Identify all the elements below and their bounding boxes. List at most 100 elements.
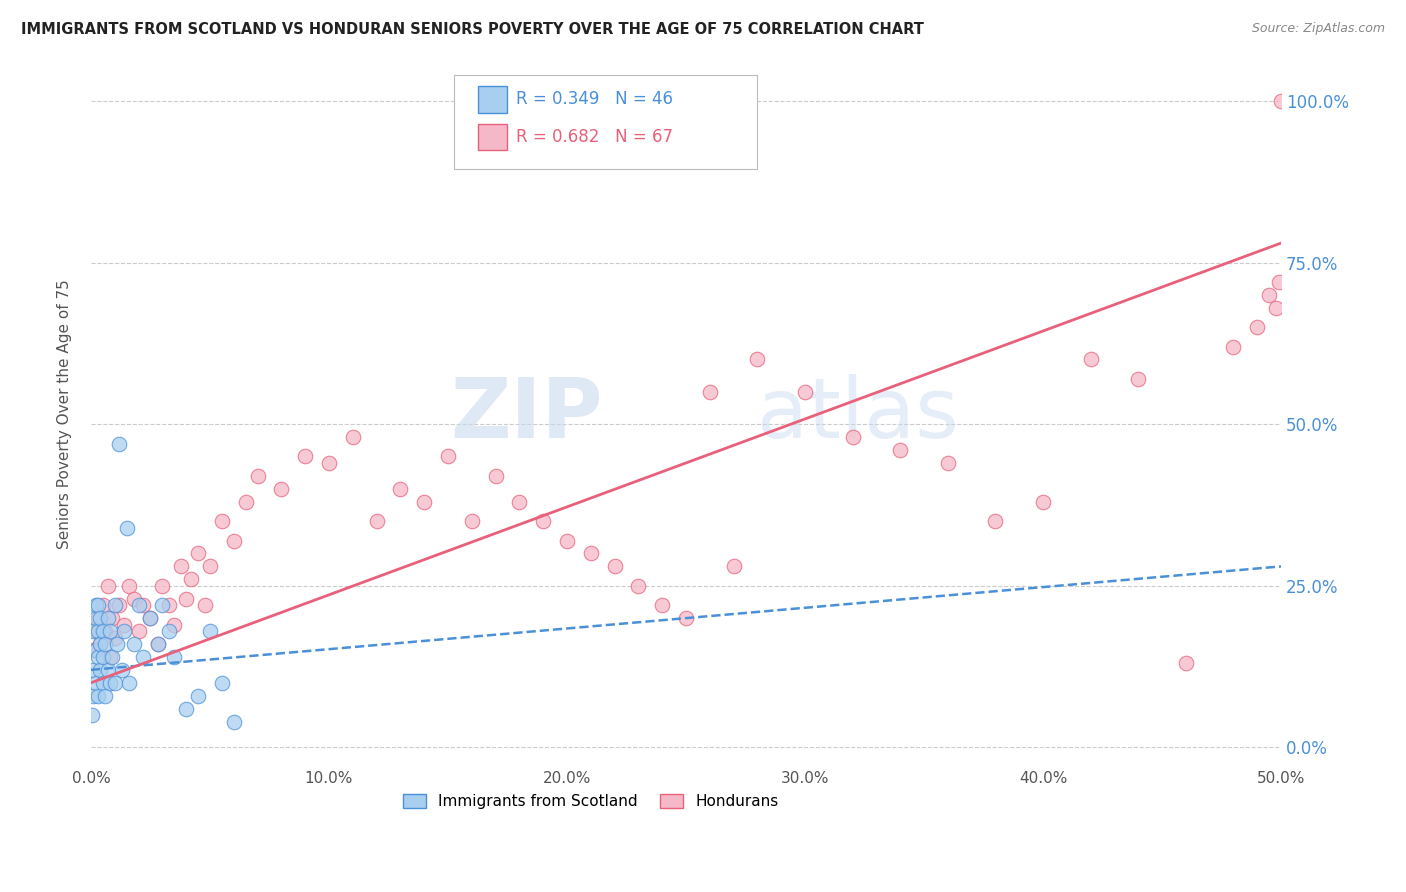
Point [132,649,155,664]
Point [1222,340,1244,354]
Point [132,598,155,612]
Point [104,598,127,612]
Point [1080,352,1102,367]
Point [101,611,124,625]
Point [159,598,181,612]
Text: Source: ZipAtlas.com: Source: ZipAtlas.com [1251,22,1385,36]
Text: R = 0.349   N = 46: R = 0.349 N = 46 [516,90,672,109]
Legend: Immigrants from Scotland, Hondurans: Immigrants from Scotland, Hondurans [396,788,785,815]
Point [211,514,233,528]
Y-axis label: Seniors Poverty Over the Age of 75: Seniors Poverty Over the Age of 75 [58,279,72,549]
Point [104,631,127,645]
Point [84,675,107,690]
Point [82,689,104,703]
Point [94,637,117,651]
Point [108,598,131,612]
Point [101,649,124,664]
Point [174,591,197,606]
Point [675,611,697,625]
Point [555,533,578,548]
Point [531,514,554,528]
Point [794,384,817,399]
Bar [478,87,508,112]
Point [437,450,460,464]
Point [747,352,769,367]
Point [89,637,111,651]
Point [318,456,340,470]
Point [97,663,120,677]
Text: ZIP: ZIP [450,374,603,455]
Point [1246,320,1268,334]
Point [82,708,104,723]
Point [98,649,121,664]
Point [159,624,181,638]
Point [89,611,111,625]
Point [150,598,173,612]
Point [128,598,150,612]
Point [82,663,104,677]
Point [1270,94,1292,108]
Text: atlas: atlas [758,374,959,455]
Point [87,624,110,638]
Point [187,689,209,703]
Point [579,546,602,560]
Point [366,514,388,528]
Point [91,675,114,690]
Point [699,384,721,399]
Point [627,579,650,593]
Point [84,598,107,612]
FancyBboxPatch shape [454,76,758,169]
Text: IMMIGRANTS FROM SCOTLAND VS HONDURAN SENIORS POVERTY OVER THE AGE OF 75 CORRELAT: IMMIGRANTS FROM SCOTLAND VS HONDURAN SEN… [21,22,924,37]
Point [508,494,530,508]
Text: R = 0.682   N = 67: R = 0.682 N = 67 [516,128,672,145]
Point [122,591,145,606]
Point [91,598,114,612]
Point [246,468,269,483]
Point [97,611,120,625]
Point [174,701,197,715]
Point [91,649,114,664]
Point [87,598,110,612]
Point [91,624,114,638]
Point [170,559,193,574]
Point [1265,301,1288,315]
Point [651,598,673,612]
Point [936,456,959,470]
Point [139,611,162,625]
Point [150,579,173,593]
Bar [478,124,508,150]
Point [1258,288,1281,302]
Point [187,546,209,560]
Point [84,643,107,657]
Point [163,617,186,632]
Point [98,624,121,638]
Point [105,637,128,651]
Point [97,579,120,593]
Point [389,482,412,496]
Point [342,430,364,444]
Point [115,520,138,534]
Point [82,643,104,657]
Point [112,617,135,632]
Point [84,624,107,638]
Point [180,572,202,586]
Point [146,637,169,651]
Point [198,559,221,574]
Point [1126,372,1149,386]
Point [194,598,217,612]
Point [94,689,117,703]
Point [104,675,127,690]
Point [122,637,145,651]
Point [146,637,169,651]
Point [94,624,117,638]
Point [87,649,110,664]
Point [84,611,107,625]
Point [87,689,110,703]
Point [163,649,186,664]
Point [118,579,141,593]
Point [984,514,1007,528]
Point [270,482,292,496]
Point [841,430,863,444]
Point [211,675,233,690]
Point [198,624,221,638]
